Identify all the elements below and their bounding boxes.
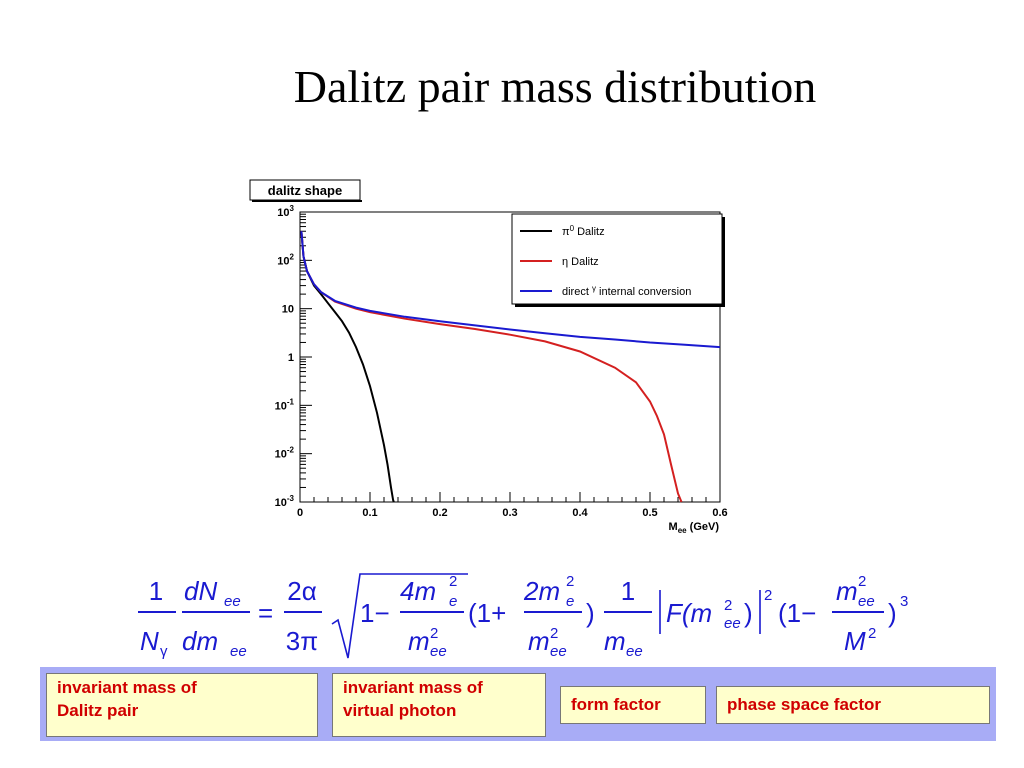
y-tick-label: 102 [277, 252, 294, 267]
formula-open-one-minus: (1− [778, 598, 816, 628]
formula-dN: dN [184, 576, 217, 606]
label-line: invariant mass of [343, 678, 483, 697]
y-tick-label: 10-1 [275, 397, 295, 412]
formula-ee-5: ee [626, 643, 643, 660]
x-tick-label: 0.5 [642, 507, 657, 519]
formula-two-alpha: 2α [287, 576, 317, 606]
formula-svg: 1 N γ dN ee dm ee = 2α 3π 1− 4m 2 e m 2 … [138, 573, 908, 660]
formula-close-1: ) [586, 598, 595, 628]
formula-ee-2: ee [230, 643, 247, 660]
label-line: phase space factor [727, 695, 882, 714]
formula-sq-8: 2 [868, 625, 876, 642]
legend: π0 Dalitz η Dalitz direct γ internal conve… [511, 213, 725, 307]
label-line: Dalitz pair [57, 701, 139, 720]
x-tick-label: 0.3 [502, 507, 517, 519]
formula-sq-1: 2 [449, 573, 457, 590]
formula-ee-7: ee [858, 593, 875, 610]
formula-F-open: F(m [666, 598, 712, 628]
formula-dm: dm [182, 626, 218, 656]
formula-m-1: m [408, 626, 430, 656]
x-tick-label: 0.1 [362, 507, 377, 519]
y-tick-label: 1 [288, 352, 294, 364]
dalitz-formula: 1 N γ dN ee dm ee = 2α 3π 1− 4m 2 e m 2 … [132, 568, 932, 668]
formula-F-close: ) [744, 598, 753, 628]
formula-one-minus: 1− [360, 598, 390, 628]
label-line: invariant mass of [57, 678, 197, 697]
x-tick-label: 0.6 [712, 507, 727, 519]
formula-cube: 3 [900, 593, 908, 610]
series-line [300, 231, 721, 349]
x-axis-label: Mee (GeV) [669, 521, 720, 535]
legend-label: π0 Dalitz [562, 224, 605, 238]
chart-title-box: dalitz shape [249, 179, 362, 202]
formula-sq-7: 2 [858, 573, 866, 590]
dalitz-shape-chart: dalitz shape 103 102 10 1 10-1 10-2 10-3 0 0.1 0… [240, 175, 740, 550]
sqrt-sign [331, 573, 468, 659]
formula-equals: = [258, 598, 273, 628]
label-box-virtual-photon: invariant mass of virtual photon [332, 673, 546, 737]
formula-one: 1 [149, 576, 163, 606]
formula-four-m: 4m [400, 576, 436, 606]
x-tick-label: 0.4 [572, 507, 588, 519]
formula-N: N [140, 626, 159, 656]
formula-sq-2: 2 [430, 625, 438, 642]
formula-one-2: 1 [621, 576, 635, 606]
legend-box [511, 213, 723, 305]
formula-ee-6: ee [724, 615, 741, 632]
label-box-form-factor: form factor [560, 686, 706, 724]
slide-title: Dalitz pair mass distribution [293, 61, 817, 112]
y-tick-label: 10-3 [275, 494, 295, 509]
formula-ee-3: ee [430, 643, 447, 660]
formula-e-1: e [449, 593, 457, 610]
formula-close-2: ) [888, 598, 897, 628]
label-bar: invariant mass of Dalitz pair invariant … [40, 667, 996, 741]
formula-ee-1: ee [224, 593, 241, 610]
formula-two-m: 2m [523, 576, 560, 606]
formula-m-3: m [604, 626, 626, 656]
label-box-phase-space: phase space factor [716, 686, 990, 724]
legend-label: η Dalitz [562, 256, 599, 268]
y-tick-label: 10 [282, 304, 294, 316]
label-box-dalitz-pair: invariant mass of Dalitz pair [46, 673, 318, 737]
formula-ee-4: ee [550, 643, 567, 660]
formula-e-2: e [566, 593, 574, 610]
formula-m-4: m [836, 576, 858, 606]
y-tick-label: 10-2 [275, 446, 295, 461]
x-tick-label: 0.2 [432, 507, 447, 519]
label-line: virtual photon [343, 701, 457, 720]
formula-sq-3: 2 [566, 573, 574, 590]
formula-M: M [844, 626, 866, 656]
label-line: form factor [571, 695, 661, 714]
formula-sq-4: 2 [550, 625, 558, 642]
formula-three-pi: 3π [286, 626, 318, 656]
formula-open-plus: (1+ [468, 598, 506, 628]
formula-sq-5: 2 [724, 597, 732, 614]
x-tick-label: 0 [297, 507, 303, 519]
chart-title: dalitz shape [268, 183, 342, 198]
formula-m-2: m [528, 626, 550, 656]
formula-gamma: γ [160, 643, 168, 660]
formula-sq-6: 2 [764, 587, 772, 604]
y-tick-label: 103 [277, 204, 294, 219]
legend-label: direct γ internal conversion [562, 284, 691, 298]
